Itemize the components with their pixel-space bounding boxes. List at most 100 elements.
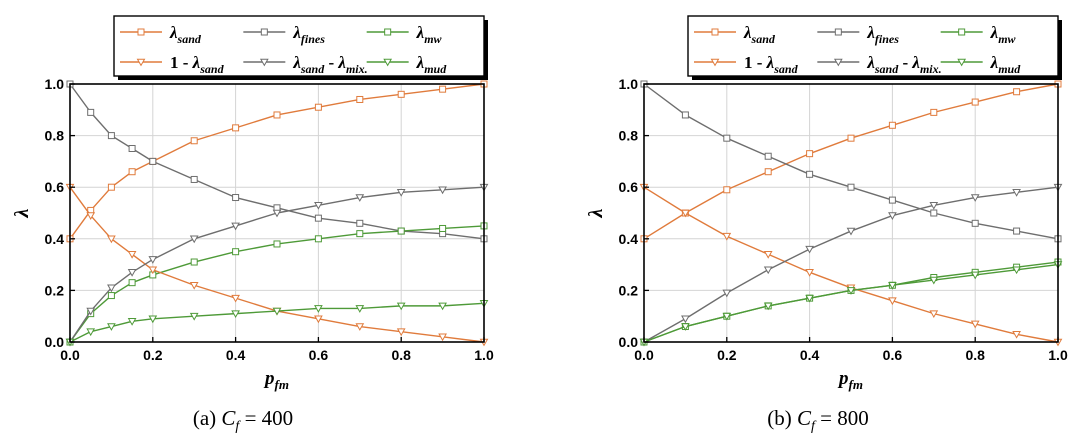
point-lambda_sand [397, 90, 405, 98]
point-lambda_mud [189, 312, 199, 321]
point-lambda_fines [107, 132, 115, 140]
legend-marker [710, 58, 720, 67]
point-one_minus_lambda_sand [1012, 330, 1021, 339]
point-lambda_mud [681, 323, 690, 331]
point-one_minus_lambda_sand [107, 235, 116, 244]
point-lambda_sand_minus_mix [929, 201, 939, 210]
point-lambda_fines [847, 183, 855, 191]
point-lambda_sand_minus_mix [846, 227, 856, 236]
legend-item-lambda_sand_minus_mix: λsand - λmix. [817, 53, 942, 76]
x-axis-label: pfm [263, 368, 289, 392]
x-tick-label: 0.0 [60, 347, 80, 363]
point-lambda_mw [190, 258, 198, 266]
legend-label: λfines [292, 23, 325, 46]
y-tick-label: 0.6 [45, 179, 65, 195]
legend-label: λmw [990, 23, 1017, 46]
point-lambda_mw [128, 279, 136, 287]
panel-caption: (b) Cf = 800 [767, 406, 869, 434]
line-lambda_mw [643, 261, 1059, 343]
y-tick-label: 0.0 [45, 334, 65, 350]
point-lambda_fines [314, 214, 322, 222]
point-lambda_sand [128, 168, 136, 176]
point-lambda_sand [806, 150, 814, 158]
legend-item-lambda_mud: λmud [366, 53, 448, 76]
line-lambda_sand [643, 83, 1059, 240]
legend-item-lambda_sand_minus_mix: λsand - λmix. [243, 53, 368, 76]
point-lambda_mw [232, 248, 240, 256]
point-one_minus_lambda_sand [86, 212, 96, 220]
point-lambda_sand_minus_mix [107, 284, 116, 293]
series-lambda_fines [640, 80, 1062, 243]
point-lambda_sand_minus_mix [438, 186, 447, 195]
chart-panel-2: 0.0 0.2 0.4 0.6 0.8 1.0 0.0 0.2 0.4 0.6 0.8 1.0 pfm λ… [585, 15, 1068, 434]
point-lambda_sand [107, 183, 115, 191]
legend-box [687, 15, 1059, 77]
point-lambda_mud [272, 307, 282, 316]
point-lambda_mud [929, 276, 939, 285]
point-lambda_sand [930, 108, 938, 116]
point-lambda_mw [356, 230, 364, 238]
legend-marker [833, 58, 843, 67]
legend-label: λsand [743, 23, 776, 46]
legend-label: λsand - λmix. [866, 53, 941, 76]
point-lambda_fines [930, 209, 938, 217]
point-lambda_mud [148, 315, 158, 324]
point-one_minus_lambda_sand [355, 323, 365, 331]
point-lambda_sand_minus_mix [970, 194, 980, 202]
legend-label: λmw [416, 23, 443, 46]
legend-marker [957, 58, 967, 67]
point-lambda_fines [1013, 227, 1021, 235]
x-tick-label: 1.0 [474, 347, 494, 363]
series-lambda_mud [639, 261, 1063, 347]
point-lambda_sand [847, 134, 855, 142]
point-one_minus_lambda_sand [438, 333, 447, 342]
line-lambda_sand_minus_mix [643, 186, 1059, 343]
point-lambda_sand [190, 137, 198, 145]
legend-marker [137, 28, 145, 36]
legend-item-lambda_fines: λfines [817, 23, 899, 46]
point-lambda_mw [397, 227, 405, 235]
point-lambda_sand_minus_mix [396, 189, 406, 197]
legend-label: λsand - λmix. [292, 53, 367, 76]
point-lambda_mw [273, 240, 281, 248]
point-lambda_sand [356, 95, 364, 103]
point-lambda_fines [764, 152, 772, 160]
x-tick-label: 0.4 [226, 347, 246, 363]
point-one_minus_lambda_sand [127, 250, 137, 259]
y-tick-label: 1.0 [45, 76, 65, 92]
legend-label: λsand [169, 23, 202, 46]
point-lambda_sand_minus_mix [355, 194, 365, 202]
point-one_minus_lambda_sand [231, 294, 240, 303]
point-lambda_sand_minus_mix [681, 315, 690, 324]
point-lambda_mud [722, 312, 732, 321]
point-lambda_sand_minus_mix [1012, 189, 1021, 197]
legend-label: λfines [866, 23, 899, 46]
legend-label: 1 - λsand [744, 53, 799, 76]
point-lambda_mud [355, 305, 365, 313]
point-lambda_mud [970, 271, 980, 280]
y-tick-label: 0.0 [619, 334, 639, 350]
series-lambda_mud [65, 300, 489, 347]
point-lambda_mud [438, 302, 447, 311]
legend-marker [260, 28, 268, 36]
point-one_minus_lambda_sand [970, 320, 980, 329]
legend-item-lambda_sand: λsand [694, 23, 776, 46]
point-lambda_sand [888, 121, 896, 129]
point-lambda_sand_minus_mix [805, 245, 814, 254]
point-lambda_fines [190, 175, 198, 183]
legend-marker [136, 58, 146, 67]
x-tick-label: 0.2 [717, 347, 737, 363]
point-lambda_sand [439, 85, 447, 93]
point-lambda_sand [232, 124, 240, 132]
x-axis-label: pfm [837, 368, 863, 392]
point-lambda_fines [888, 196, 896, 204]
point-one_minus_lambda_sand [888, 297, 897, 306]
point-lambda_fines [681, 111, 689, 119]
x-tick-label: 1.0 [1048, 347, 1068, 363]
x-tick-label: 0.4 [800, 347, 820, 363]
point-lambda_fines [128, 145, 136, 152]
legend-label: λmud [416, 53, 448, 76]
series-lambda_sand [66, 80, 488, 243]
legend-item-lambda_mud: λmud [940, 53, 1021, 76]
